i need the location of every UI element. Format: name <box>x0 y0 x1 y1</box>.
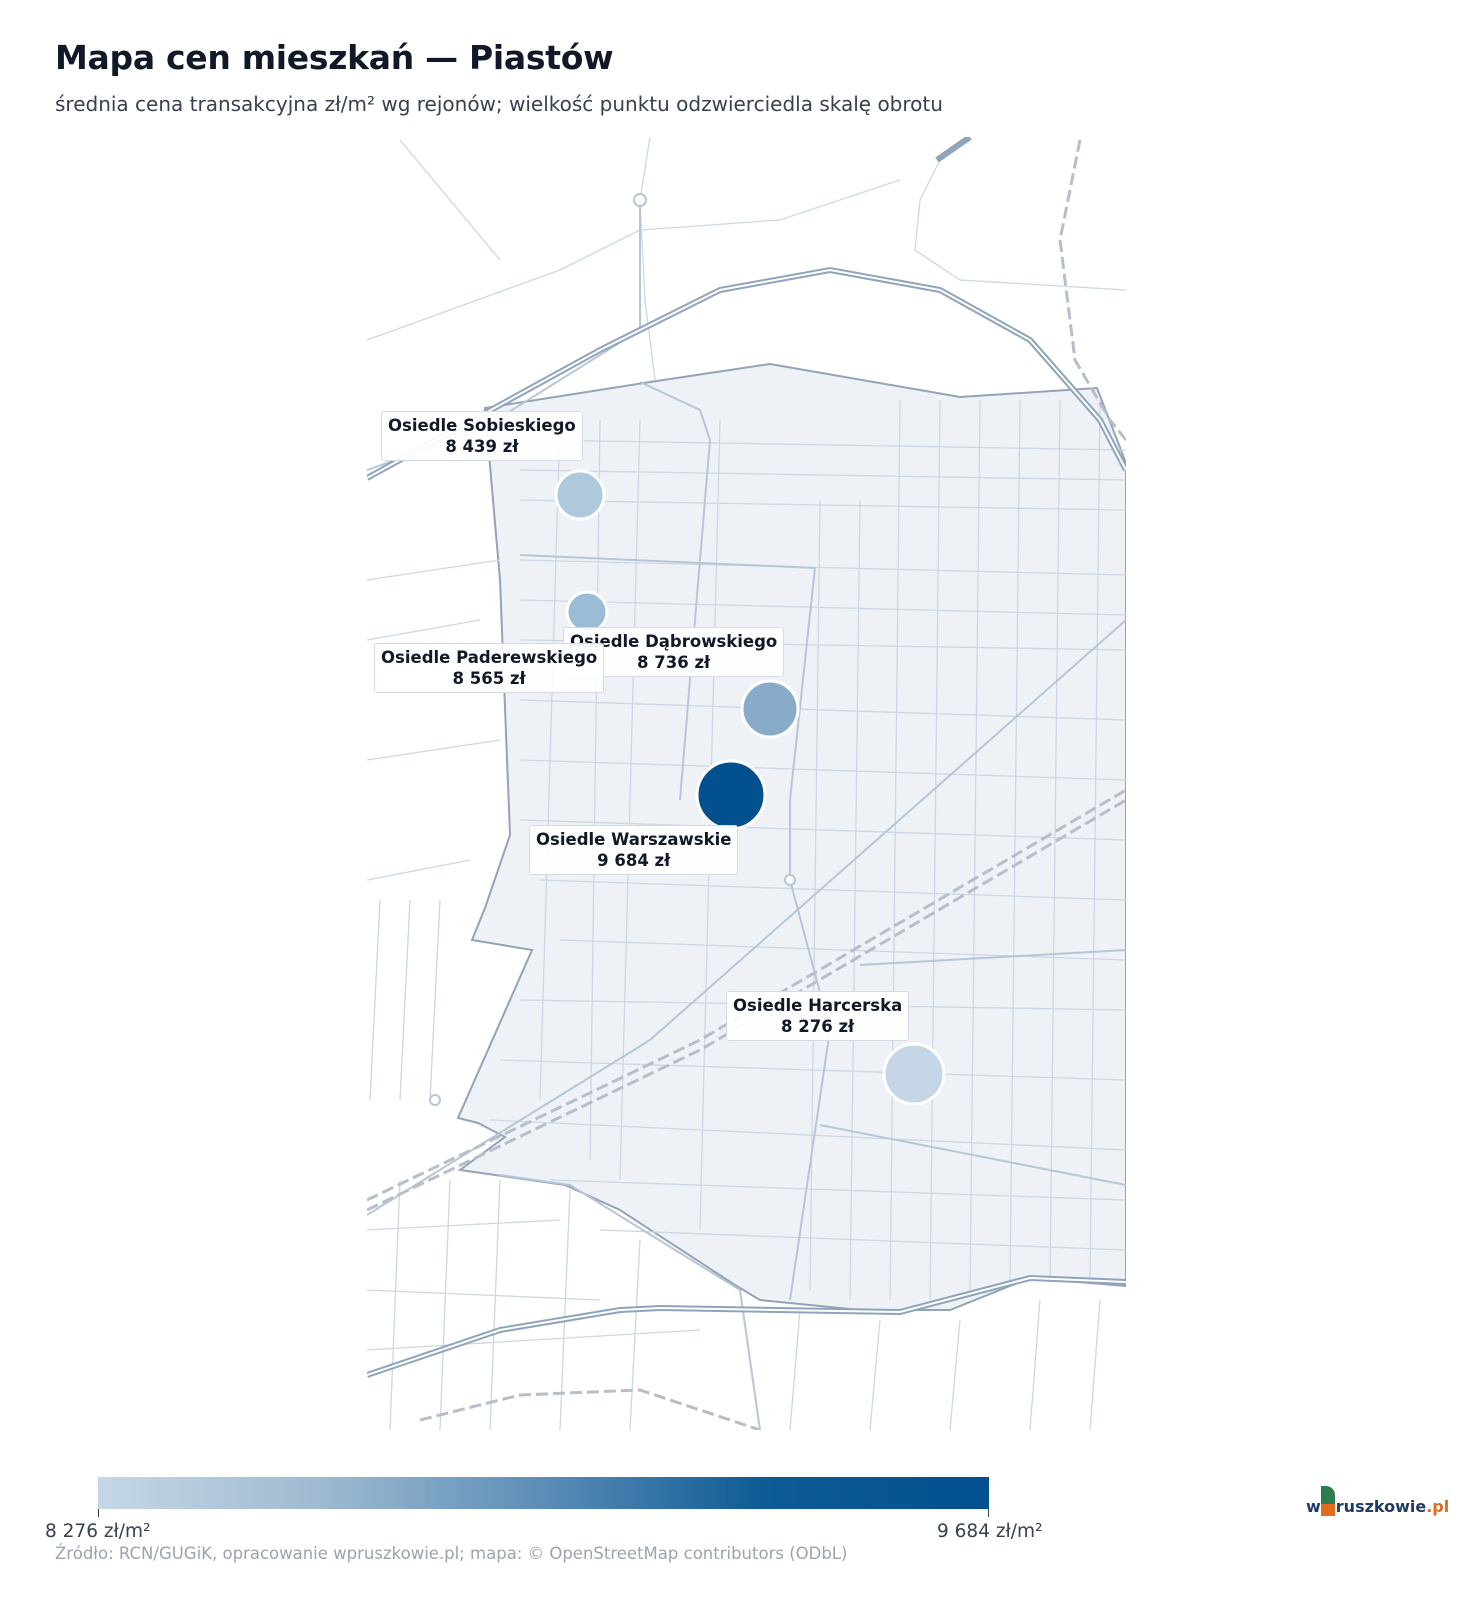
district-price: 8 736 zł <box>637 653 711 672</box>
district-point-harcerska[interactable] <box>882 1042 946 1106</box>
logo-tld: .pl <box>1426 1497 1450 1516</box>
district-point-sobieskiego[interactable] <box>554 469 606 521</box>
page-title: Mapa cen mieszkań — Piastów <box>55 38 614 77</box>
district-name: Osiedle Harcerska <box>733 996 903 1015</box>
logo-rest: ruszkowie <box>1335 1497 1427 1516</box>
color-scale-bar <box>98 1477 989 1509</box>
district-label-sobieskiego: Osiedle Sobieskiego 8 439 zł <box>381 411 583 461</box>
district-price: 8 276 zł <box>781 1017 855 1036</box>
logo-p-mark <box>1320 1486 1335 1516</box>
district-label-harcerska: Osiedle Harcerska 8 276 zł <box>726 991 910 1041</box>
wpruszkowie-logo: w ruszkowie .pl <box>1306 1480 1449 1516</box>
source-note: Źródło: RCN/GUGiK, opracowanie wpruszkow… <box>55 1544 848 1563</box>
scale-max-label: 9 684 zł/m² <box>937 1521 1043 1542</box>
logo-w: w <box>1306 1497 1321 1516</box>
district-name: Osiedle Dąbrowskiego <box>570 632 778 651</box>
district-label-paderewskiego: Osiedle Paderewskiego 8 565 zł <box>374 643 605 693</box>
district-price: 8 439 zł <box>445 437 519 456</box>
district-price: 9 684 zł <box>597 851 671 870</box>
district-point-paderewskiego[interactable] <box>565 590 609 634</box>
district-point-warszawskie[interactable] <box>695 759 767 831</box>
scale-tick-max <box>988 1509 989 1517</box>
scale-tick-min <box>98 1509 99 1517</box>
district-name: Osiedle Paderewskiego <box>381 648 598 667</box>
district-label-warszawskie: Osiedle Warszawskie 9 684 zł <box>529 825 739 875</box>
district-label-dabrowskiego: Osiedle Dąbrowskiego 8 736 zł <box>563 627 785 677</box>
district-price: 8 565 zł <box>452 669 526 688</box>
district-point-dabrowskiego[interactable] <box>740 679 800 739</box>
page-subtitle: średnia cena transakcyjna zł/m² wg rejon… <box>55 92 943 116</box>
scale-min-label: 8 276 zł/m² <box>45 1521 151 1542</box>
district-name: Osiedle Sobieskiego <box>388 416 576 435</box>
district-name: Osiedle Warszawskie <box>536 830 732 849</box>
